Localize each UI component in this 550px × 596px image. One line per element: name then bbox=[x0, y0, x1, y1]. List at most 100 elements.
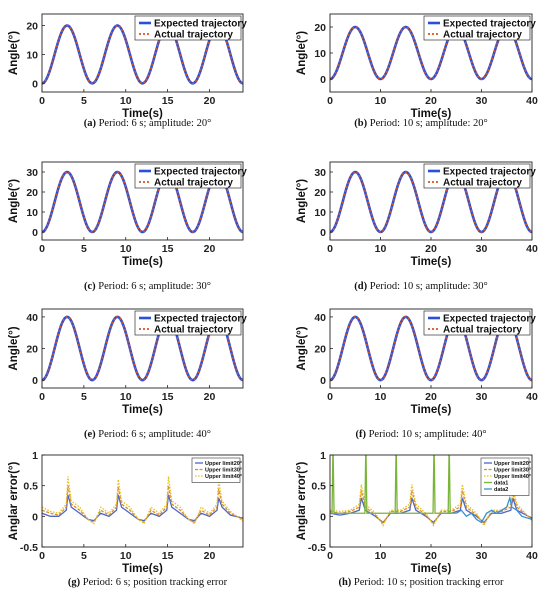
x-tick-label: 0 bbox=[327, 95, 333, 107]
legend: Upper limit20°Upper limit30°Upper limit4… bbox=[480, 457, 531, 496]
x-tick-label: 10 bbox=[375, 243, 387, 255]
panel-caption: (h) Period: 10 s; position tracking erro… bbox=[338, 577, 504, 588]
chart-panel-c: 0 5 10 15 20 0 10 20 30 Time(s) Angle(°) Expected t… bbox=[8, 161, 247, 292]
x-tick-label: 0 bbox=[39, 391, 45, 403]
y-tick-label: 0.5 bbox=[311, 481, 326, 493]
panel-caption: (f) Period: 10 s; amplitude: 40° bbox=[355, 429, 486, 440]
caption-text: Period: 10 s; amplitude: 20° bbox=[367, 118, 488, 129]
legend-label-expected: Expected trajectory bbox=[154, 314, 247, 325]
x-tick-label: 40 bbox=[526, 550, 538, 562]
legend-label-actual: Actual trajectory bbox=[443, 325, 522, 336]
y-tick-label: 10 bbox=[314, 207, 326, 219]
series-line-2 bbox=[42, 476, 243, 525]
series-group bbox=[42, 476, 243, 525]
y-axis-label: Angle(°) bbox=[8, 179, 20, 223]
x-axis-label: Time(s) bbox=[411, 563, 452, 575]
x-tick-label: 15 bbox=[162, 95, 174, 107]
legend-label-expected: Expected trajectory bbox=[443, 167, 536, 178]
chart-panel-a: 0 5 10 15 20 0 10 20 Time(s) Angle(°) Expected tra… bbox=[8, 13, 247, 129]
panel-caption: (e) Period: 6 s; amplitude: 40° bbox=[84, 429, 211, 440]
series-group bbox=[330, 455, 532, 527]
caption-label: (g) bbox=[68, 577, 81, 588]
y-tick-label: 40 bbox=[26, 312, 38, 324]
panel-caption: (b) Period: 10 s; amplitude: 20° bbox=[354, 118, 487, 129]
y-tick-label: 10 bbox=[26, 207, 38, 219]
series-line-1 bbox=[330, 490, 532, 525]
y-tick-label: 20 bbox=[26, 187, 38, 199]
x-tick-label: 0 bbox=[327, 550, 333, 562]
chart-panel-e: 0 5 10 15 20 0 20 40 Time(s) Angle(°) Expected tra… bbox=[8, 308, 247, 440]
x-axis-label: Time(s) bbox=[122, 563, 163, 575]
series-line-1 bbox=[42, 485, 243, 524]
legend-box bbox=[134, 15, 242, 41]
y-tick-label: 0 bbox=[320, 511, 326, 523]
y-tick-label: 0.5 bbox=[23, 481, 38, 493]
x-tick-label: 10 bbox=[375, 550, 387, 562]
legend-label-actual: Actual trajectory bbox=[443, 178, 522, 189]
x-tick-label: 20 bbox=[204, 550, 216, 562]
chart-panel-d: 0 10 20 30 40 0 10 20 30 Time(s) Angle(°) Expected … bbox=[296, 161, 538, 292]
legend-label-actual: Actual trajectory bbox=[154, 30, 233, 41]
x-tick-label: 10 bbox=[375, 95, 387, 107]
x-axis-label: Time(s) bbox=[122, 108, 163, 120]
x-tick-label: 20 bbox=[204, 95, 216, 107]
caption-label: (f) bbox=[355, 429, 366, 440]
x-tick-label: 10 bbox=[120, 95, 132, 107]
y-tick-label: 0 bbox=[32, 511, 38, 523]
y-tick-label: -0.5 bbox=[308, 542, 326, 554]
x-tick-label: 0 bbox=[39, 243, 45, 255]
series-line-actual-trajectory bbox=[330, 316, 532, 381]
x-tick-label: 30 bbox=[476, 95, 488, 107]
y-tick-label: 1 bbox=[32, 450, 38, 462]
series-line-actual-trajectory bbox=[330, 171, 532, 233]
y-axis-label: Angle(°) bbox=[8, 31, 20, 75]
legend-label-2: Upper limit40° bbox=[494, 474, 531, 480]
x-axis-label: Time(s) bbox=[411, 108, 452, 120]
x-tick-label: 20 bbox=[204, 391, 216, 403]
legend-label-expected: Expected trajectory bbox=[443, 314, 536, 325]
legend-label-4: data2 bbox=[494, 487, 508, 493]
y-tick-label: 1 bbox=[320, 450, 326, 462]
caption-text: Period: 10 s; amplitude: 30° bbox=[367, 281, 488, 292]
y-axis-label: Angle(°) bbox=[296, 179, 308, 223]
caption-label: (h) bbox=[338, 577, 351, 588]
y-axis-label: Angle(°) bbox=[296, 31, 308, 75]
y-tick-label: 20 bbox=[314, 187, 326, 199]
x-tick-label: 5 bbox=[81, 243, 87, 255]
legend-label-1: Upper limit30° bbox=[205, 468, 242, 474]
x-tick-label: 20 bbox=[425, 550, 437, 562]
legend-label-expected: Expected trajectory bbox=[154, 19, 247, 30]
x-tick-label: 20 bbox=[425, 391, 437, 403]
y-tick-label: 10 bbox=[314, 48, 326, 60]
x-tick-label: 30 bbox=[476, 243, 488, 255]
x-tick-label: 10 bbox=[120, 550, 132, 562]
x-tick-label: 40 bbox=[526, 95, 538, 107]
legend-label-1: Upper limit30° bbox=[494, 468, 531, 474]
x-tick-label: 10 bbox=[120, 391, 132, 403]
panel-caption: (a) Period: 6 s; amplitude: 20° bbox=[84, 118, 212, 129]
legend-label-3: data1 bbox=[494, 481, 508, 487]
y-tick-label: 30 bbox=[26, 167, 38, 179]
legend-label-actual: Actual trajectory bbox=[154, 325, 233, 336]
x-axis-label: Time(s) bbox=[122, 404, 163, 416]
legend-label-0: Upper limit20° bbox=[205, 461, 242, 467]
legend-box bbox=[191, 457, 241, 483]
y-tick-label: 20 bbox=[314, 344, 326, 356]
x-axis-label: Time(s) bbox=[411, 256, 452, 268]
legend-box bbox=[423, 310, 531, 336]
chart-panel-f: 0 10 20 30 40 0 20 40 Time(s) Angle(°) Expected tr… bbox=[296, 308, 538, 440]
x-tick-label: 0 bbox=[327, 243, 333, 255]
legend-box bbox=[134, 163, 242, 189]
x-tick-label: 20 bbox=[425, 95, 437, 107]
legend-label-actual: Actual trajectory bbox=[154, 178, 233, 189]
panel-caption: (g) Period: 6 s; position tracking error bbox=[68, 577, 228, 588]
x-tick-label: 0 bbox=[327, 391, 333, 403]
legend-box bbox=[423, 163, 531, 189]
x-axis-label: Time(s) bbox=[411, 404, 452, 416]
